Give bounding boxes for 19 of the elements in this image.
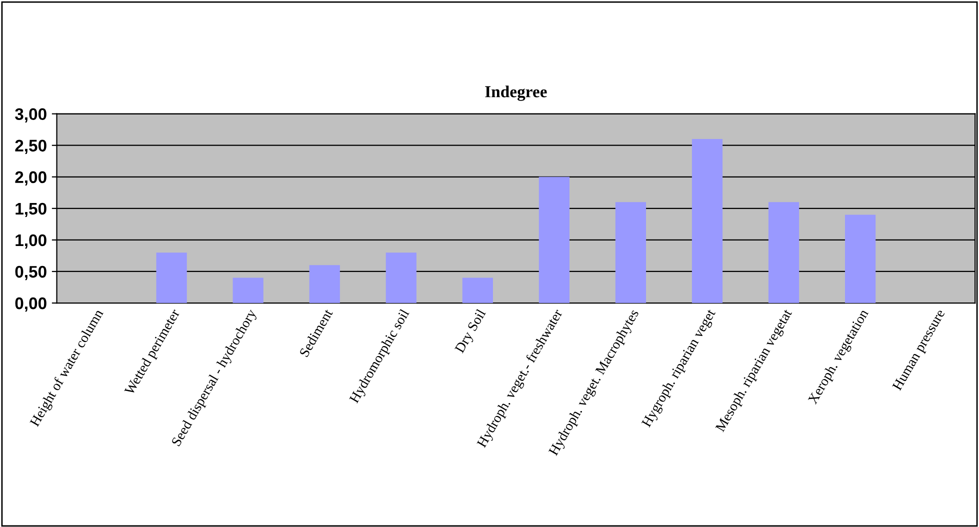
bar [309,265,340,304]
y-tick-label: 3,00 [15,108,46,122]
bar [768,202,800,304]
bar [156,252,187,304]
y-tick-label: 0,00 [15,297,46,312]
bar [615,202,646,304]
y-tick-label: 2,50 [15,140,46,154]
y-tick-label: 2,00 [15,171,46,186]
bar [692,139,723,304]
y-tick-label: 0,50 [15,266,46,280]
bar [462,278,493,304]
x-tick-label: Dry Soil [454,308,488,355]
chart-title: Indegree [485,86,547,101]
bar [232,278,264,304]
bar [538,176,570,304]
y-tick-label: 1,50 [16,202,46,218]
y-tick-label: 1,00 [16,234,46,249]
bar [844,214,876,304]
bar [386,252,416,304]
